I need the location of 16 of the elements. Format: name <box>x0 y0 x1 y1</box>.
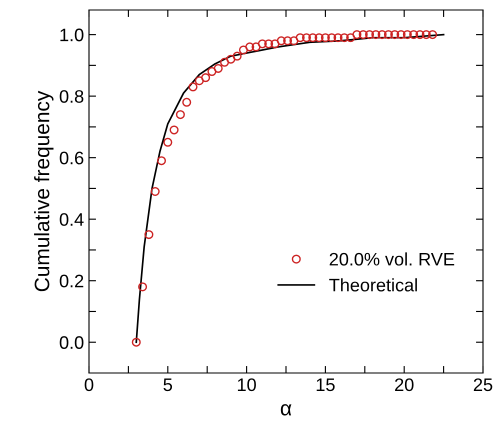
x-tick-label: 15 <box>316 378 335 392</box>
y-tick-label: 0.2 <box>60 274 84 288</box>
x-tick-label: 5 <box>164 378 172 392</box>
text: 0.0 <box>60 336 84 349</box>
x-tick-label: 10 <box>238 378 256 392</box>
y-tick-label: 0.8 <box>60 90 84 103</box>
y-tick-label: 0.6 <box>60 152 84 164</box>
x-tick-label: 0 <box>84 378 94 392</box>
x-axis-title: α <box>280 404 292 416</box>
x-tick-label: 20 <box>395 378 414 392</box>
x-tick-label: 25 <box>474 378 492 392</box>
legend-label: Theoretical <box>329 278 417 292</box>
y-tick-label: 1.0 <box>60 28 84 42</box>
y-tick-label: 0.4 <box>60 213 84 226</box>
y-axis-title: Cumulative frequency <box>34 90 54 292</box>
legend-label: 20.0% vol. RVE <box>330 252 454 266</box>
